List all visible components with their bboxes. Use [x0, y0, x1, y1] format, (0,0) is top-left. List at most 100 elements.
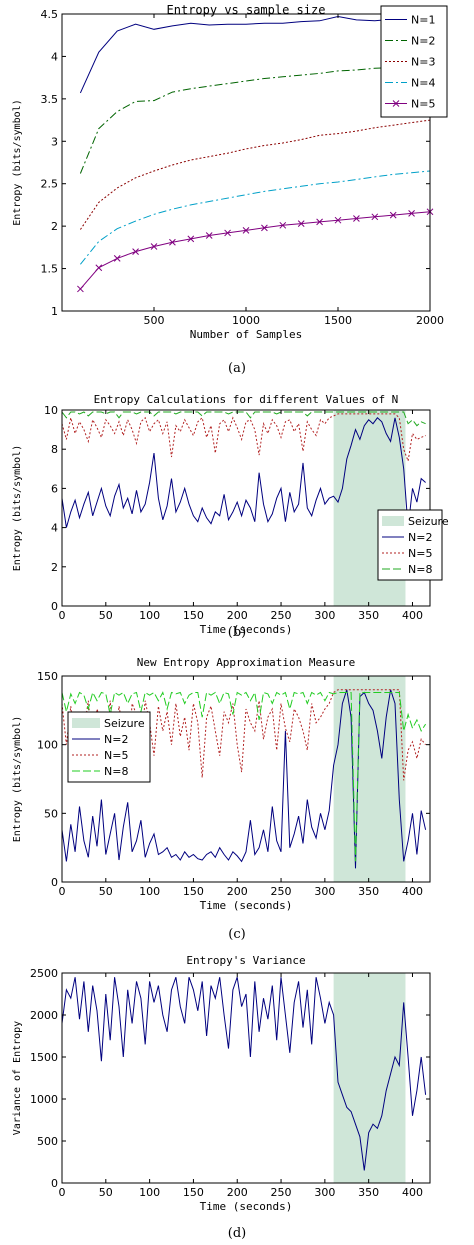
panel-b: 0 50 100 150 200 250 300 350 400 0 2 4 6 8 10 Entropy C…	[12, 393, 449, 640]
series-line-N5	[61, 413, 426, 463]
y-tick-label: 0	[51, 1177, 58, 1190]
legend-label: N=8	[104, 765, 128, 778]
x-tick-label: 200	[227, 609, 248, 622]
legend-label: N=2	[104, 733, 128, 746]
chart-title: New Entropy Approximation Measure	[137, 656, 356, 669]
x-tick-label: 1500	[324, 314, 352, 327]
x-tick-label: 2000	[416, 314, 444, 327]
panel-d: 0 50 100 150 200 250 300 350 400 0 500 1000 1500 2000…	[12, 952, 431, 1241]
data-point-marker	[389, 211, 397, 219]
chart-title-background	[146, 952, 346, 969]
data-point-marker	[316, 218, 323, 226]
x-tick-label: 250	[271, 885, 292, 898]
x-tick-label: 400	[402, 609, 423, 622]
x-axis-label: Time (seconds)	[200, 1200, 293, 1213]
panel-a: 500 1000 1500 2000 1 1.5 2 2.5 3 3.5 4 4.5 Entropy v…	[12, 3, 448, 376]
panel-caption: (b)	[228, 625, 246, 640]
y-tick-label: 50	[44, 807, 58, 820]
series-line-N3	[79, 119, 431, 230]
data-point-marker	[224, 229, 231, 237]
y-tick-label: 4	[51, 50, 58, 63]
data-point-marker	[187, 235, 195, 243]
y-tick-label: 1	[51, 305, 58, 318]
x-tick-label: 200	[227, 885, 248, 898]
axes-frame	[61, 409, 431, 607]
legend-marker	[392, 100, 400, 107]
data-point-marker	[132, 248, 139, 255]
x-tick-label: 250	[271, 1186, 292, 1199]
data-point-marker	[205, 232, 213, 239]
data-point-marker	[95, 264, 103, 272]
x-tick-label: 0	[59, 1186, 66, 1199]
y-tick-label: 150	[37, 670, 58, 683]
legend-label: N=5	[104, 749, 128, 762]
y-tick-label: 8	[51, 443, 58, 456]
x-tick-label: 50	[99, 1186, 113, 1199]
y-tick-label: 4	[51, 522, 58, 535]
legend-swatch-seizure	[382, 516, 404, 526]
series-line-N8	[61, 411, 426, 427]
panel-caption: (c)	[228, 927, 245, 942]
legend-label: Seizure	[104, 717, 145, 730]
data-point-marker	[150, 243, 158, 250]
x-tick-label: 200	[227, 1186, 248, 1199]
legend-label: N=1	[411, 14, 435, 27]
y-tick-label: 0	[51, 876, 58, 889]
y-tick-label: 10	[44, 404, 58, 417]
x-tick-label: 400	[402, 1186, 423, 1199]
x-tick-label: 0	[59, 609, 66, 622]
y-tick-label: 1.5	[41, 263, 59, 276]
y-tick-label: 0	[51, 600, 58, 613]
x-axis-label: Number of Samples	[190, 328, 303, 341]
data-point-marker	[408, 210, 415, 217]
legend-box	[380, 5, 448, 118]
data-point-marker	[77, 285, 84, 293]
series-line-N4	[80, 170, 431, 265]
y-axis-label: Entropy (bits/symbol)	[12, 445, 23, 571]
legend-label: N=2	[411, 35, 435, 48]
x-tick-label: 250	[271, 609, 292, 622]
y-tick-label: 3	[51, 135, 58, 148]
y-tick-label: 2	[51, 220, 58, 233]
axes-frame	[61, 675, 431, 883]
x-tick-label: 150	[183, 609, 204, 622]
x-tick-label: 350	[358, 609, 379, 622]
series-line-N2	[61, 689, 427, 869]
y-tick-label: 4.5	[41, 8, 59, 21]
series-line-N5	[80, 211, 431, 290]
x-tick-label: 50	[99, 885, 113, 898]
data-point-marker	[297, 220, 305, 227]
y-tick-label: 3.5	[41, 93, 59, 106]
panel-caption: (d)	[228, 1226, 246, 1241]
legend-label: N=2	[408, 531, 432, 544]
legend-label: N=5	[408, 547, 432, 560]
legend-label: Seizure	[408, 515, 449, 528]
series-line-N2	[79, 66, 431, 174]
x-tick-label: 350	[358, 885, 379, 898]
x-tick-label: 300	[314, 609, 335, 622]
data-point-marker	[279, 221, 287, 229]
data-point-marker	[113, 255, 121, 262]
x-tick-label: 500	[144, 314, 165, 327]
data-point-marker	[242, 227, 250, 234]
data-point-marker	[371, 213, 379, 221]
legend-label: N=8	[408, 563, 432, 576]
y-tick-label: 500	[37, 1135, 58, 1148]
series-line-N1	[79, 15, 431, 94]
y-tick-label: 6	[51, 482, 58, 495]
x-tick-label: 400	[402, 885, 423, 898]
x-tick-label: 50	[99, 609, 113, 622]
panel-caption: (a)	[228, 361, 246, 376]
data-point-marker	[169, 238, 176, 246]
y-tick-label: 2.5	[41, 178, 59, 191]
chart-title-background	[96, 654, 396, 671]
panel-c: 0 50 100 150 200 250 300 350 400 0 50 100 150 New Ent…	[12, 654, 431, 942]
data-point-marker	[261, 224, 268, 232]
legend-label: N=5	[411, 98, 435, 111]
x-tick-label: 0	[59, 885, 66, 898]
series-line-N8	[61, 690, 427, 862]
y-tick-label: 2500	[30, 967, 58, 980]
legend-swatch-seizure	[72, 718, 100, 728]
x-tick-label: 150	[183, 1186, 204, 1199]
